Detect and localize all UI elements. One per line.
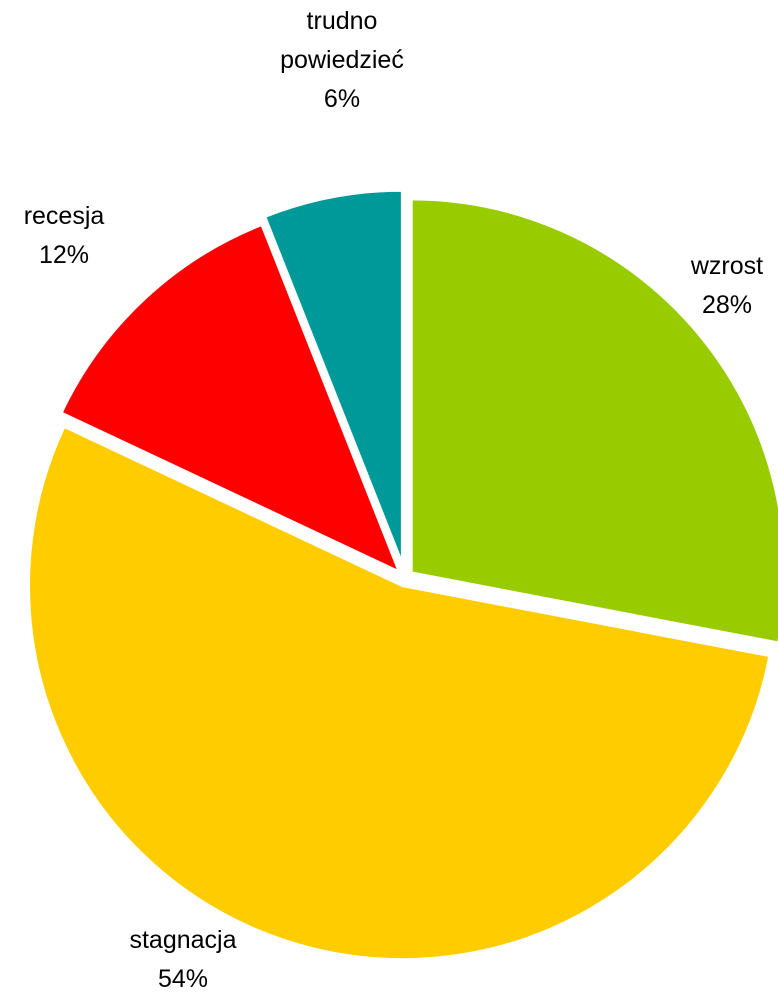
pie-slice-trudno-powiedzieć [262, 188, 404, 565]
slices-layer [27, 188, 778, 962]
pie-slice-stagnacja [27, 424, 772, 962]
slice-label-stagnacja: stagnacja 54% [129, 926, 236, 993]
slice-name-line: powiedzieć [280, 46, 404, 74]
slice-name-line: wzrost [690, 252, 763, 280]
slice-label-trudno-powiedzieć: trudno powiedzieć 6% [280, 7, 404, 113]
pie-slice-recesja [59, 222, 403, 576]
pie-slice-wzrost [409, 197, 778, 645]
slice-value-label: 28% [702, 291, 752, 319]
slice-label-recesja: recesja 12% [24, 202, 105, 269]
slice-label-wzrost: wzrost 28% [690, 252, 763, 319]
slice-name-line: stagnacja [129, 926, 236, 954]
slice-name-line: recesja [24, 202, 105, 230]
slice-value-label: 54% [158, 965, 208, 993]
slice-value-label: 6% [324, 85, 360, 113]
slice-name-line: trudno [307, 7, 378, 35]
slice-value-label: 12% [39, 241, 89, 269]
labels-layer: wzrost 28% stagnacja 54% recesja 12% trudno pow… [24, 7, 763, 993]
